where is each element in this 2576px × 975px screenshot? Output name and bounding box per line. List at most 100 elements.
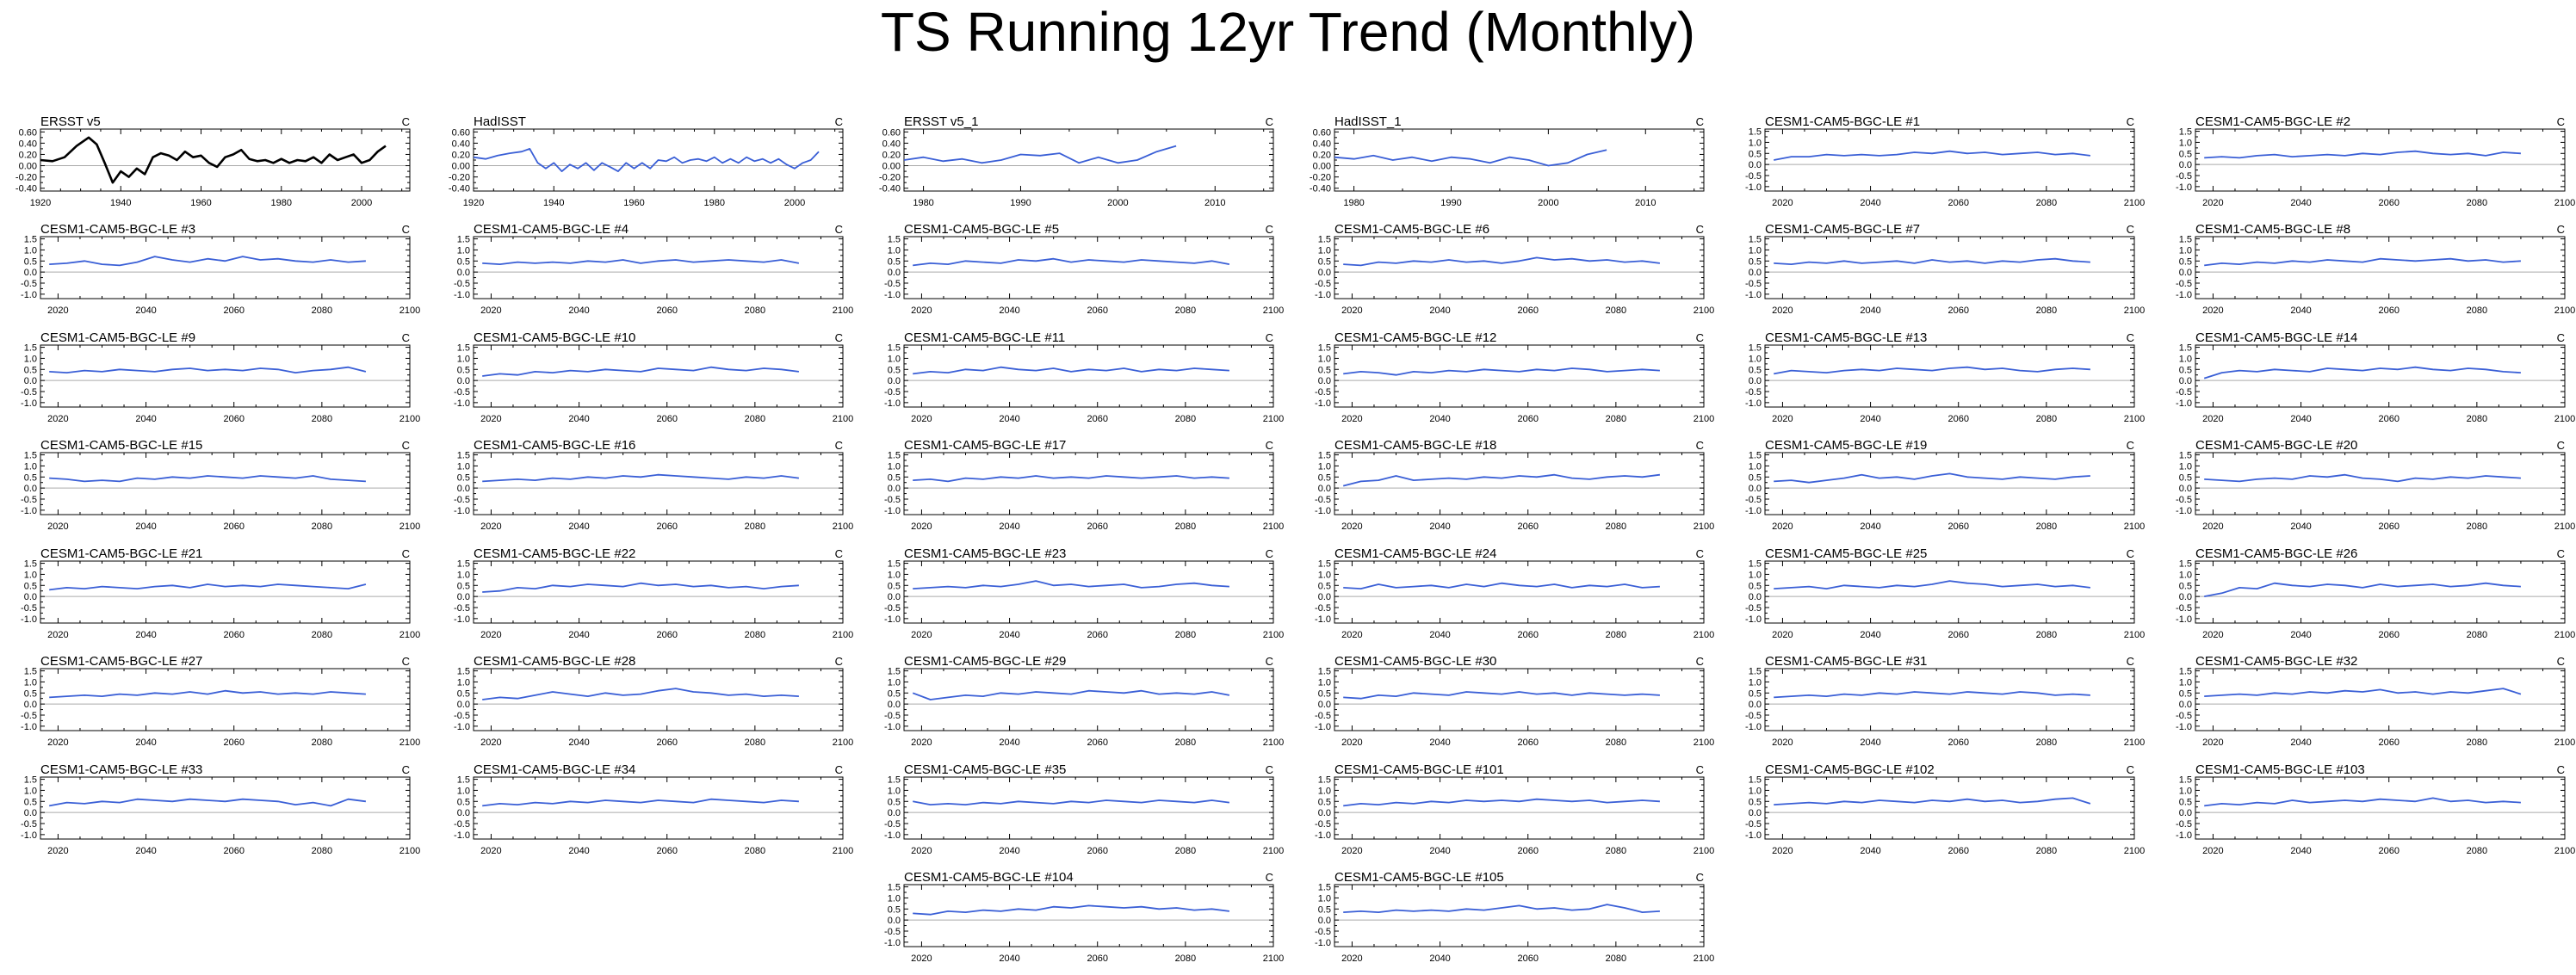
x-tick-label: 2020 (2202, 846, 2223, 856)
y-tick-label: 0.0 (1318, 700, 1331, 710)
y-tick-label: 1.0 (2179, 354, 2192, 364)
chart-title: CESM1-CAM5-BGC-LE #18 (1334, 438, 1496, 453)
plot-frame (1764, 236, 2135, 299)
x-tick-label: 2040 (2290, 521, 2311, 532)
chart-title: CESM1-CAM5-BGC-LE #27 (40, 654, 202, 669)
y-tick-label: 0.5 (1749, 797, 1762, 807)
plot-frame (40, 776, 411, 840)
y-tick-label: -1.0 (884, 722, 901, 732)
y-tick-label: 1.5 (457, 775, 470, 786)
units-label: C (1696, 223, 1704, 236)
units-label: C (835, 763, 843, 776)
y-tick-label: 0.40 (19, 139, 37, 149)
y-tick-label: -1.0 (21, 506, 37, 516)
y-tick-label: 1.5 (2179, 775, 2192, 786)
units-label: C (835, 439, 843, 452)
series-line (1343, 691, 1660, 700)
x-tick-label: 2020 (1341, 521, 1362, 532)
y-tick-label: 0.0 (1318, 268, 1331, 278)
x-tick-label: 2020 (2202, 305, 2223, 316)
y-tick-label: -0.5 (21, 495, 37, 505)
units-label: C (835, 331, 843, 344)
x-tick-label: 2080 (2036, 737, 2057, 748)
y-tick-label: 0.5 (24, 256, 37, 267)
chart-panel: CESM1-CAM5-BGC-LE #31 C -1.0-0.50.00.51.01… (1745, 654, 2145, 748)
series-line (49, 798, 367, 807)
y-tick-label: -1.0 (454, 290, 470, 300)
y-tick-label: 0.0 (1749, 160, 1762, 170)
y-tick-label: 0.20 (452, 150, 470, 160)
units-label: C (1266, 115, 1273, 128)
y-tick-label: -0.40 (449, 184, 470, 194)
x-tick-label: 2040 (999, 521, 1019, 532)
chart-panel: CESM1-CAM5-BGC-LE #26 C -1.0-0.50.00.51.01… (2176, 546, 2575, 640)
x-tick-label: 2080 (2467, 737, 2487, 748)
series-line (1774, 257, 2090, 266)
chart-title: CESM1-CAM5-BGC-LE #12 (1334, 330, 1496, 345)
y-tick-label: 0.0 (1749, 808, 1762, 818)
series-line (482, 798, 799, 807)
chart-title: CESM1-CAM5-BGC-LE #22 (474, 546, 635, 561)
series-line (49, 366, 367, 374)
y-tick-label: 0.5 (1749, 365, 1762, 375)
x-tick-label: 2040 (2290, 846, 2311, 856)
x-tick-label: 1960 (190, 198, 211, 208)
x-tick-label: 2080 (2036, 305, 2057, 316)
chart-title: CESM1-CAM5-BGC-LE #101 (1334, 762, 1504, 777)
x-tick-label: 2060 (656, 414, 677, 424)
y-tick-label: 1.5 (457, 667, 470, 677)
y-tick-label: 1.5 (888, 451, 901, 461)
x-tick-label: 2040 (135, 305, 156, 316)
units-label: C (1266, 439, 1273, 452)
x-tick-label: 2040 (999, 846, 1019, 856)
units-label: C (835, 547, 843, 560)
chart-panel: CESM1-CAM5-BGC-LE #16 C -1.0-0.50.00.51.01… (454, 438, 853, 532)
x-tick-label: 2040 (1860, 737, 1880, 748)
x-tick-label: 2040 (1429, 953, 1450, 964)
y-tick-label: -0.5 (21, 279, 37, 289)
chart-panel: CESM1-CAM5-BGC-LE #101 C -1.0-0.50.00.51.0… (1315, 762, 1714, 856)
series-line (482, 259, 800, 266)
plot-frame (1334, 344, 1705, 408)
y-tick-label: 0.5 (457, 256, 470, 267)
y-tick-label: 1.5 (1318, 343, 1331, 354)
y-tick-label: -1.0 (1315, 290, 1331, 300)
chart-panel: CESM1-CAM5-BGC-LE #30 C -1.0-0.50.00.51.01… (1315, 654, 1714, 748)
chart-title: CESM1-CAM5-BGC-LE #33 (40, 762, 202, 777)
y-tick-label: 1.5 (24, 775, 37, 786)
y-tick-label: -1.0 (454, 614, 470, 625)
x-tick-label: 2080 (745, 305, 765, 316)
x-tick-label: 2100 (2124, 737, 2145, 748)
plot-frame (903, 560, 1274, 624)
x-tick-label: 1980 (271, 198, 292, 208)
y-tick-label: 1.5 (24, 451, 37, 461)
units-label: C (835, 115, 843, 128)
series-line (2203, 366, 2521, 380)
y-tick-label: -0.5 (884, 819, 901, 830)
y-tick-label: 0.0 (1749, 592, 1762, 602)
units-label: C (1696, 871, 1704, 884)
chart-panel: CESM1-CAM5-BGC-LE #15 C -1.0-0.50.00.51.01… (21, 438, 420, 532)
y-tick-label: 1.5 (457, 235, 470, 245)
units-label: C (2127, 331, 2134, 344)
y-tick-label: 1.0 (1749, 138, 1762, 148)
x-tick-label: 2020 (2202, 521, 2223, 532)
y-tick-label: -1.0 (1745, 722, 1762, 732)
plot-frame (1764, 344, 2135, 408)
y-tick-label: -0.5 (21, 711, 37, 721)
plot-frame (1764, 668, 2135, 731)
y-tick-label: 0.0 (888, 916, 901, 926)
x-tick-label: 2020 (47, 846, 68, 856)
y-tick-label: 1.0 (1749, 570, 1762, 580)
x-tick-label: 1940 (110, 198, 131, 208)
x-tick-label: 2080 (312, 630, 332, 640)
x-tick-label: 2100 (2124, 521, 2145, 532)
x-tick-label: 2080 (1606, 953, 1626, 964)
y-tick-label: 0.0 (2179, 592, 2192, 602)
y-tick-label: 1.0 (1749, 354, 1762, 364)
chart-panel: CESM1-CAM5-BGC-LE #34 C -1.0-0.50.00.51.01… (454, 762, 853, 856)
y-tick-label: -1.0 (1315, 398, 1331, 409)
x-tick-label: 2100 (2554, 737, 2575, 748)
chart-title: CESM1-CAM5-BGC-LE #8 (2195, 222, 2350, 237)
x-tick-label: 2020 (1772, 737, 1793, 748)
